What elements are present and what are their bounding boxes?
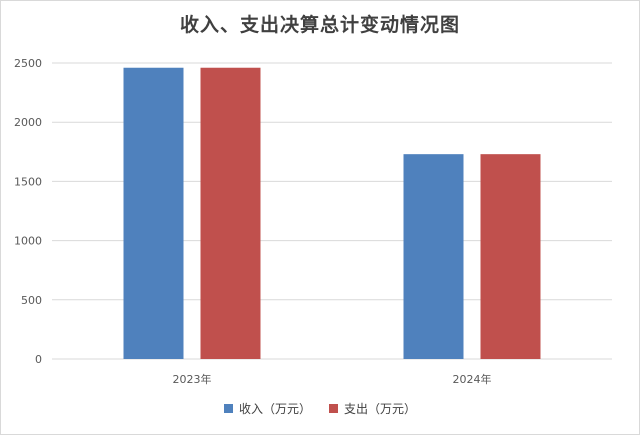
legend-label-expense: 支出（万元）: [344, 402, 417, 416]
y-tick-label: 500: [21, 294, 42, 307]
legend-item-income: 收入（万元）: [223, 400, 311, 417]
x-axis-ticks: 2023年 2024年: [173, 372, 492, 386]
bar-income-0: [123, 67, 184, 360]
legend: 收入（万元） 支出（万元）: [0, 400, 640, 417]
y-tick-label: 1000: [14, 235, 42, 248]
y-tick-label: 1500: [14, 175, 42, 188]
legend-item-expense: 支出（万元）: [329, 400, 416, 417]
bar-expense-0: [200, 67, 261, 360]
bar-income-1: [403, 154, 464, 359]
bars: [123, 67, 541, 360]
legend-swatch-income: [223, 404, 233, 413]
chart-title: 收入、支出决算总计变动情况图: [179, 14, 460, 36]
x-tick-label: 2023年: [173, 372, 212, 386]
legend-swatch-expense: [329, 404, 338, 413]
y-axis-ticks: 0 500 1000 1500 2000 2500: [14, 57, 42, 366]
bar-expense-1: [480, 154, 541, 359]
legend-label-income: 收入（万元）: [238, 402, 311, 416]
y-tick-label: 2500: [14, 57, 42, 70]
y-tick-label: 0: [35, 353, 42, 366]
x-tick-label: 2024年: [453, 372, 492, 386]
y-tick-label: 2000: [14, 116, 42, 129]
